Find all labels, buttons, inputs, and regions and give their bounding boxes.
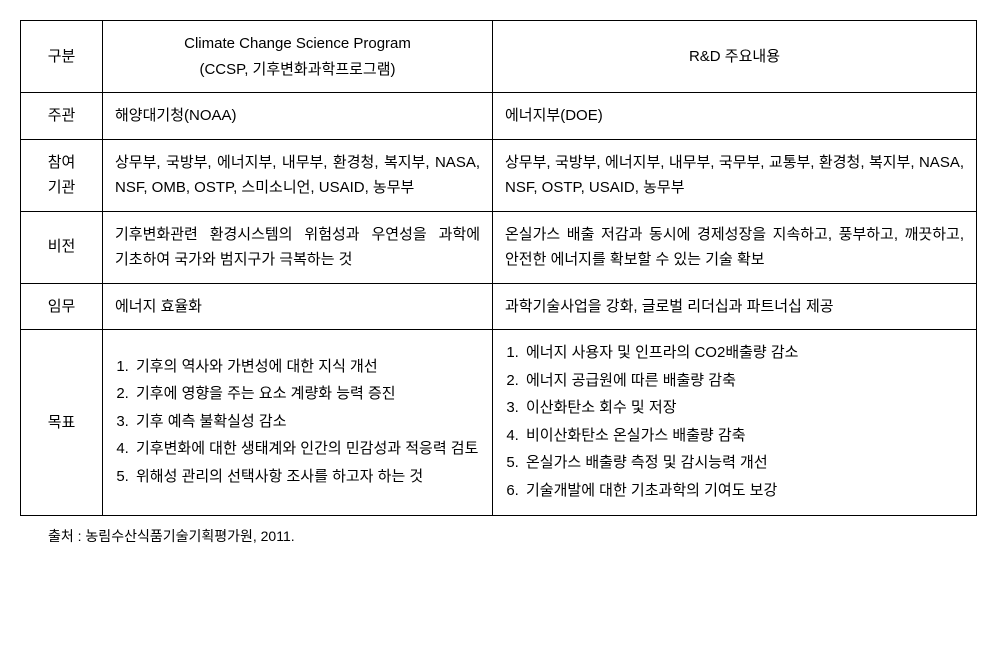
list-item: 이산화탄소 회수 및 저장 <box>523 395 964 421</box>
table-row: 참여 기관 상무부, 국방부, 에너지부, 내무부, 환경청, 복지부, NAS… <box>21 139 977 211</box>
list-item: 기후변화에 대한 생태계와 인간의 민감성과 적응력 검토 <box>133 436 480 462</box>
table-row-goals: 목표 기후의 역사와 가변성에 대한 지식 개선 기후에 영향을 주는 요소 계… <box>21 330 977 516</box>
row-label: 목표 <box>21 330 103 516</box>
row-label: 임무 <box>21 283 103 330</box>
cell-rnd-goals: 에너지 사용자 및 인프라의 CO2배출량 감소 에너지 공급원에 따른 배출량… <box>493 330 977 516</box>
row-label: 참여 기관 <box>21 139 103 211</box>
list-item: 비이산화탄소 온실가스 배출량 감축 <box>523 423 964 449</box>
list-item: 에너지 사용자 및 인프라의 CO2배출량 감소 <box>523 340 964 366</box>
table-row: 임무 에너지 효율화 과학기술사업을 강화, 글로벌 리더십과 파트너십 제공 <box>21 283 977 330</box>
list-item: 기후의 역사와 가변성에 대한 지식 개선 <box>133 354 480 380</box>
source-citation: 출처 : 농림수산식품기술기획평가원, 2011. <box>20 526 976 546</box>
cell-ccsp: 기후변화관련 환경시스템의 위험성과 우연성을 과학에 기초하여 국가와 범지구… <box>103 211 493 283</box>
table-header-row: 구분 Climate Change Science Program (CCSP,… <box>21 21 977 93</box>
comparison-table: 구분 Climate Change Science Program (CCSP,… <box>20 20 977 516</box>
list-item: 기술개발에 대한 기초과학의 기여도 보강 <box>523 478 964 504</box>
cell-rnd: 에너지부(DOE) <box>493 93 977 140</box>
list-item: 온실가스 배출량 측정 및 감시능력 개선 <box>523 450 964 476</box>
table-container: 구분 Climate Change Science Program (CCSP,… <box>20 20 976 546</box>
goals-list-rnd: 에너지 사용자 및 인프라의 CO2배출량 감소 에너지 공급원에 따른 배출량… <box>505 340 964 503</box>
cell-ccsp: 해양대기청(NOAA) <box>103 93 493 140</box>
list-item: 기후에 영향을 주는 요소 계량화 능력 증진 <box>133 381 480 407</box>
row-label: 주관 <box>21 93 103 140</box>
cell-ccsp: 상무부, 국방부, 에너지부, 내무부, 환경청, 복지부, NASA, NSF… <box>103 139 493 211</box>
table-row: 주관 해양대기청(NOAA) 에너지부(DOE) <box>21 93 977 140</box>
header-ccsp: Climate Change Science Program (CCSP, 기후… <box>103 21 493 93</box>
table-row: 비전 기후변화관련 환경시스템의 위험성과 우연성을 과학에 기초하여 국가와 … <box>21 211 977 283</box>
header-rnd: R&D 주요내용 <box>493 21 977 93</box>
cell-rnd: 온실가스 배출 저감과 동시에 경제성장을 지속하고, 풍부하고, 깨끗하고, … <box>493 211 977 283</box>
row-label: 비전 <box>21 211 103 283</box>
list-item: 위해성 관리의 선택사항 조사를 하고자 하는 것 <box>133 464 480 490</box>
cell-rnd: 과학기술사업을 강화, 글로벌 리더십과 파트너십 제공 <box>493 283 977 330</box>
header-category: 구분 <box>21 21 103 93</box>
cell-rnd: 상무부, 국방부, 에너지부, 내무부, 국무부, 교통부, 환경청, 복지부,… <box>493 139 977 211</box>
cell-ccsp-goals: 기후의 역사와 가변성에 대한 지식 개선 기후에 영향을 주는 요소 계량화 … <box>103 330 493 516</box>
goals-list-ccsp: 기후의 역사와 가변성에 대한 지식 개선 기후에 영향을 주는 요소 계량화 … <box>115 354 480 490</box>
list-item: 에너지 공급원에 따른 배출량 감축 <box>523 368 964 394</box>
cell-ccsp: 에너지 효율화 <box>103 283 493 330</box>
list-item: 기후 예측 불확실성 감소 <box>133 409 480 435</box>
